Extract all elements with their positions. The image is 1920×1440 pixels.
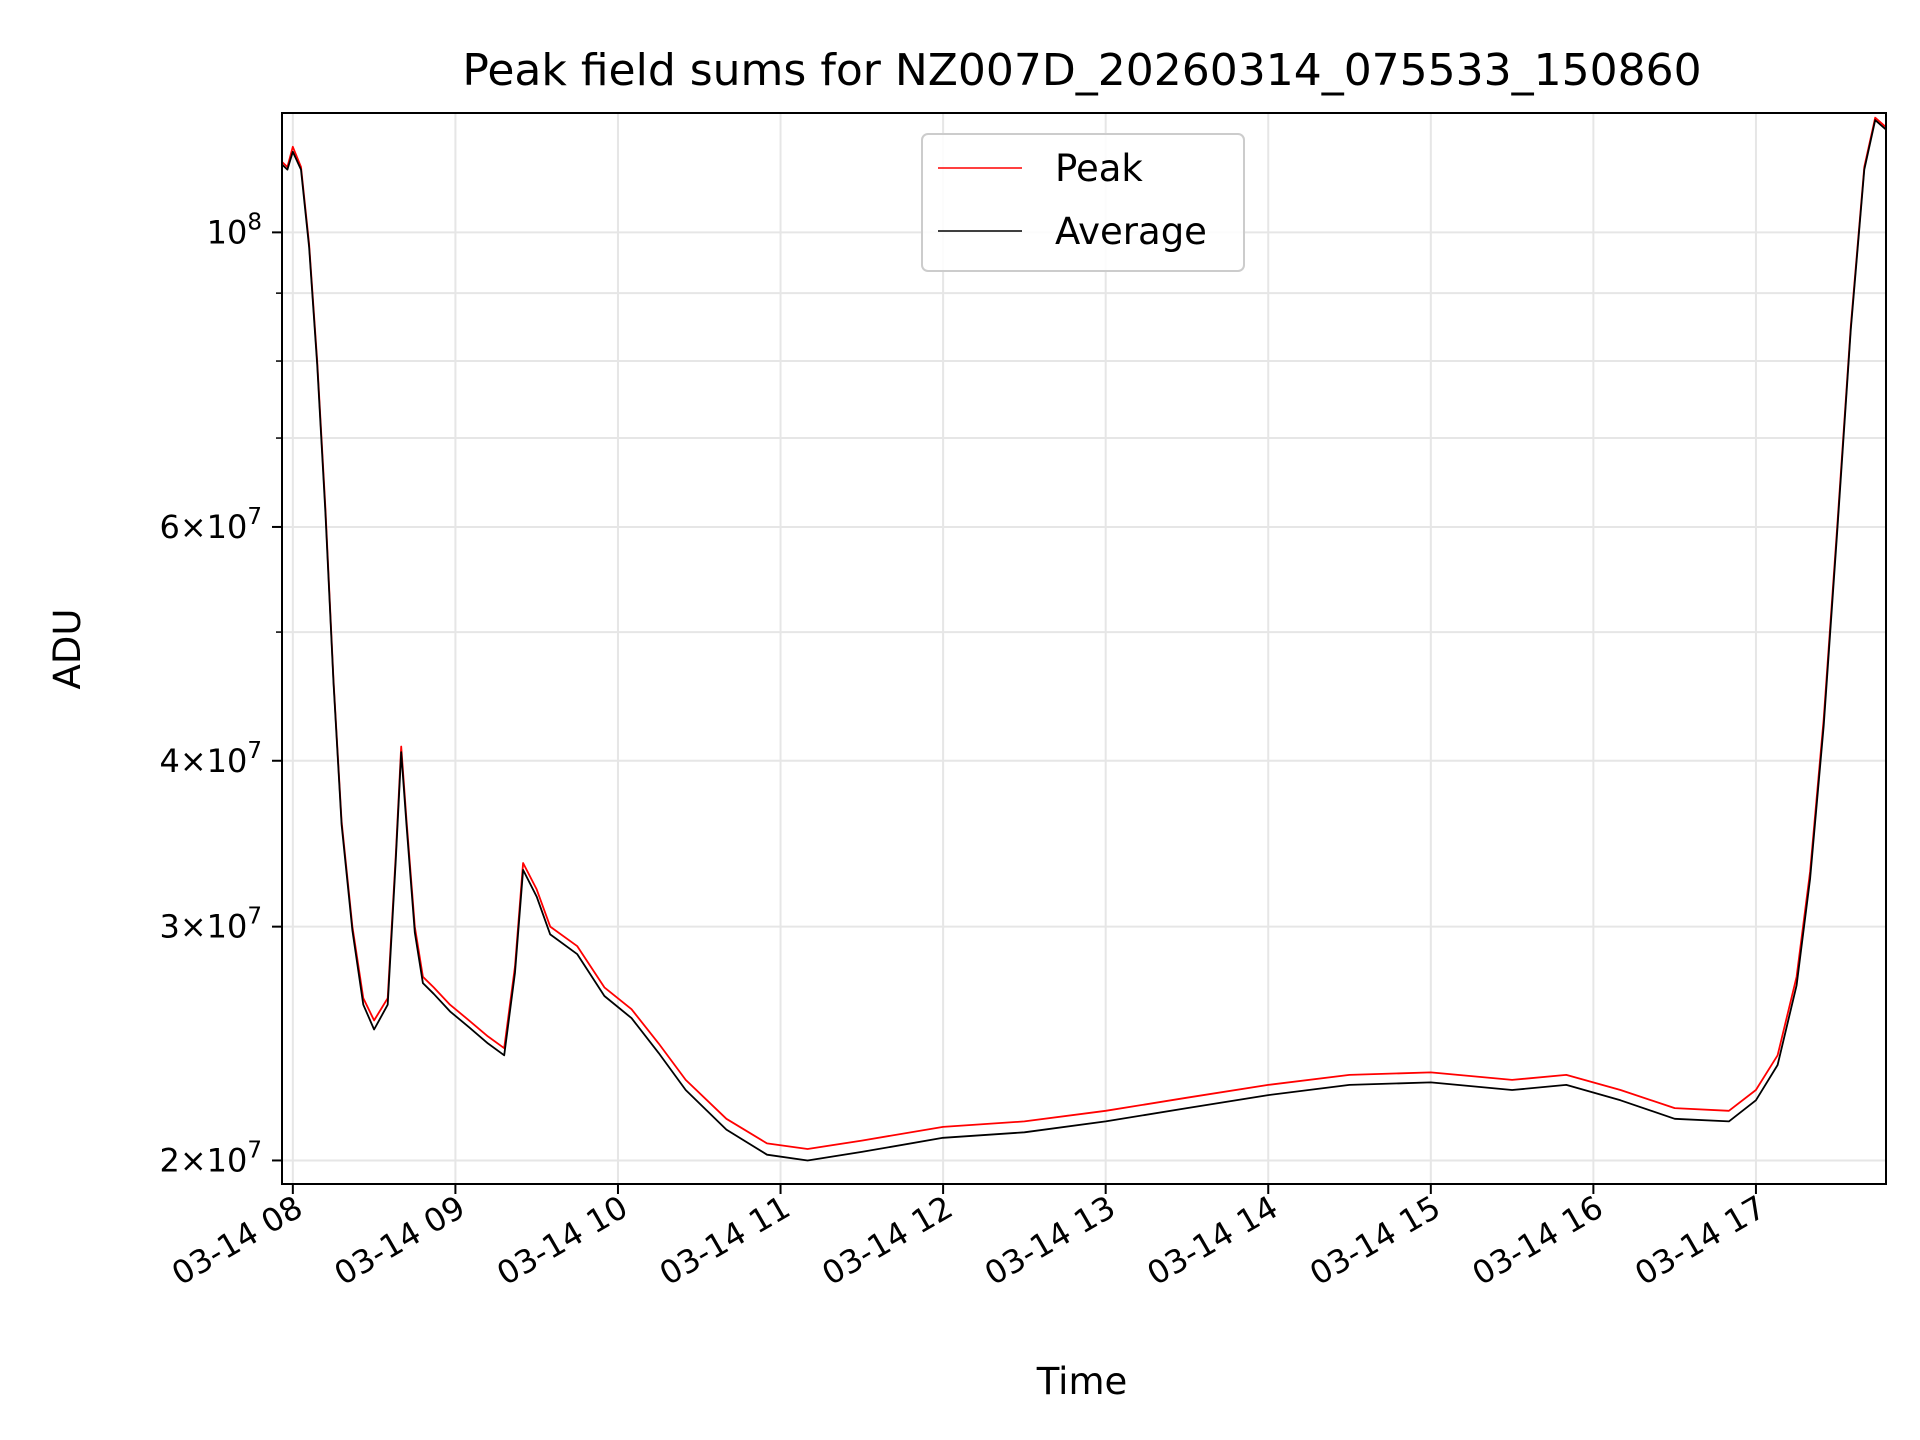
y-tick-label: 108 (207, 209, 262, 251)
y-axis: 108 6×107 4×107 3×107 2×107 (159, 209, 282, 1179)
y-tick-label: 3×107 (159, 904, 262, 946)
series-layer (281, 116, 1887, 1162)
y-axis-label: ADU (46, 609, 89, 690)
legend-label-average: Average (1055, 210, 1207, 253)
y-tick-label: 2×107 (159, 1137, 262, 1179)
y-tick-label: 6×107 (159, 504, 262, 546)
y-tick-label: 4×107 (159, 738, 262, 780)
chart-title: Peak field sums for NZ007D_20260314_0755… (462, 45, 1701, 96)
series-line-average (281, 119, 1887, 1162)
x-axis-label: Time (1036, 1360, 1128, 1403)
legend: Peak Average (921, 133, 1245, 272)
legend-label-peak: Peak (1055, 147, 1143, 190)
plot-frame (281, 112, 1887, 1185)
